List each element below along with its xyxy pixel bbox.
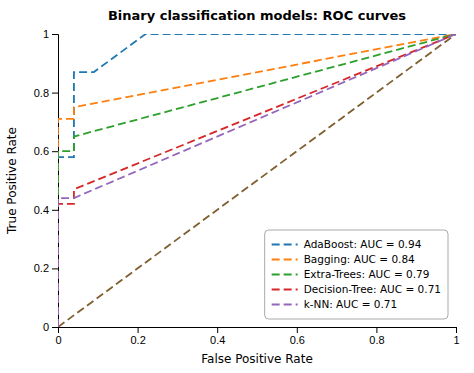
tick-label: 0.8: [369, 334, 384, 346]
tick: 1: [43, 28, 58, 40]
tick: 0.4: [34, 204, 58, 216]
legend-swatch: [272, 304, 298, 306]
chance-line: [58, 34, 456, 327]
legend-label: Bagging: AUC = 0.84: [304, 253, 415, 265]
x-axis-title: False Positive Rate: [201, 352, 313, 366]
tick: 1: [453, 327, 459, 346]
roc-line: [58, 34, 456, 327]
tick-mark: [138, 327, 139, 333]
tick: 0.8: [34, 87, 58, 99]
legend-label: Extra-Trees: AUC = 0.79: [304, 268, 430, 280]
tick: 0.4: [210, 327, 225, 346]
tick-label: 0.4: [210, 334, 225, 346]
tick-label: 0.6: [34, 145, 49, 157]
tick: 0: [55, 327, 61, 346]
legend-label: k-NN: AUC = 0.71: [304, 298, 398, 310]
tick-label: 0: [43, 321, 49, 333]
legend-entry: Decision-Tree: AUC = 0.71: [272, 283, 441, 295]
legend-swatch: [272, 259, 298, 261]
roc-line: [58, 34, 456, 327]
tick: 0: [43, 321, 58, 333]
plot: 0 0.2 0.4 0.6 0.8 1 0 0.2 0.4 0.6 0.8 1 AdaBoost: AU…: [34, 28, 460, 346]
y-axis: 0 0.2 0.4 0.6 0.8 1: [34, 28, 59, 333]
tick: 0.6: [34, 145, 58, 157]
tick-label: 0.4: [34, 204, 49, 216]
tick: 0.8: [369, 327, 384, 346]
tick-label: 1: [453, 334, 459, 346]
tick-mark: [217, 327, 218, 333]
tick-mark: [297, 327, 298, 333]
legend-entry: Bagging: AUC = 0.84: [272, 253, 415, 265]
tick: 0.2: [34, 262, 58, 274]
tick-mark: [52, 93, 58, 94]
legend: AdaBoost: AUC = 0.94 Bagging: AUC = 0.84 E…: [265, 230, 448, 319]
tick-mark: [456, 327, 457, 333]
roc-line: [58, 34, 456, 327]
legend-entry: AdaBoost: AUC = 0.94: [272, 238, 422, 250]
x-axis: 0 0.2 0.4 0.6 0.8 1: [55, 327, 459, 346]
tick: 0.6: [290, 327, 305, 346]
y-axis-line: [52, 35, 59, 328]
tick-label: 0: [55, 334, 61, 346]
legend-swatch: [272, 274, 298, 276]
tick-mark: [376, 327, 377, 333]
legend-swatch: [272, 244, 298, 246]
tick-label: 0.2: [34, 262, 49, 274]
tick-mark: [52, 327, 58, 328]
legend-entry: k-NN: AUC = 0.71: [272, 298, 398, 310]
y-axis-title: True Positive Rate: [5, 127, 19, 235]
chart: 0 0.2 0.4 0.6 0.8 1 0 0.2 0.4 0.6 0.8 1 AdaBoost: AU…: [0, 0, 474, 373]
legend-label: Decision-Tree: AUC = 0.71: [304, 283, 441, 295]
tick-mark: [52, 210, 58, 211]
legend-swatch: [272, 289, 298, 291]
roc-line: [58, 34, 456, 327]
legend-box: [265, 230, 448, 319]
legend-entry: Extra-Trees: AUC = 0.79: [272, 268, 430, 280]
title: Binary classification models: ROC curves: [108, 8, 406, 23]
tick: 0.2: [130, 327, 145, 346]
tick-label: 0.6: [290, 334, 305, 346]
tick-label: 1: [43, 28, 49, 40]
x-axis-line: [59, 328, 457, 334]
legend-label: AdaBoost: AUC = 0.94: [304, 238, 422, 250]
tick-label: 0.2: [130, 334, 145, 346]
roc-line: [58, 34, 456, 327]
lines: [58, 34, 456, 327]
tick-mark: [52, 34, 58, 35]
tick-mark: [52, 151, 58, 152]
tick-label: 0.8: [34, 87, 49, 99]
tick-mark: [52, 268, 58, 269]
